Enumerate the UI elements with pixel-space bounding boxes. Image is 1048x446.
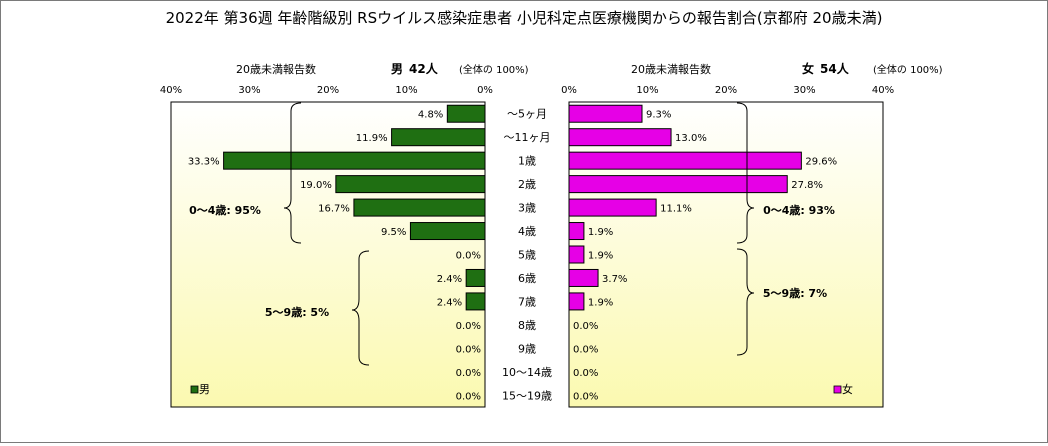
female-share: (全体の 100%) bbox=[873, 63, 943, 76]
male-bar bbox=[409, 222, 486, 241]
category-label: ～5ヶ月 bbox=[507, 108, 547, 121]
male-legend-swatch bbox=[190, 385, 199, 394]
male-5-9-summary: 5～9歳: 5% bbox=[265, 305, 329, 319]
male-0-4-summary: 0～4歳: 95% bbox=[189, 203, 261, 217]
female-bar bbox=[568, 128, 672, 147]
male-value-label: 9.5% bbox=[381, 227, 406, 238]
male-bar bbox=[465, 292, 486, 311]
female-plot-area bbox=[568, 101, 884, 408]
female-bar bbox=[568, 268, 599, 287]
category-label: ～11ヶ月 bbox=[504, 131, 551, 144]
category-label: 8歳 bbox=[518, 319, 536, 332]
male-bar bbox=[353, 198, 486, 217]
male-value-label: 0.0% bbox=[456, 344, 481, 355]
female-value-label: 0.0% bbox=[573, 368, 598, 379]
male-value-label: 16.7% bbox=[318, 204, 350, 215]
male-value-label: 0.0% bbox=[456, 391, 481, 402]
male-value-label: 2.4% bbox=[437, 297, 462, 308]
male-axis-tick-label: 10% bbox=[395, 85, 417, 96]
male-bar bbox=[465, 268, 486, 287]
male-bar bbox=[446, 104, 486, 123]
male-value-label: 19.0% bbox=[300, 180, 332, 191]
category-label: 2歳 bbox=[518, 178, 536, 191]
male-value-label: 11.9% bbox=[356, 133, 388, 144]
category-label: 10～14歳 bbox=[502, 366, 552, 379]
female-legend-swatch bbox=[833, 385, 842, 394]
male-bar bbox=[391, 128, 486, 147]
male-share: (全体の 100%) bbox=[459, 63, 529, 76]
female-5-9-bracket bbox=[736, 248, 755, 356]
male-value-label: 0.0% bbox=[456, 251, 481, 262]
male-legend-label: 男 bbox=[199, 383, 210, 396]
category-label: 4歳 bbox=[518, 225, 536, 238]
female-legend-label: 女 bbox=[842, 382, 853, 396]
female-0-4-summary: 0～4歳: 93% bbox=[763, 203, 835, 217]
female-axis-tick-label: 20% bbox=[715, 85, 737, 96]
male-axis-tick-label: 30% bbox=[238, 85, 260, 96]
right-axis-caption: 20歳未満報告数 bbox=[631, 63, 711, 76]
female-0-4-bracket bbox=[736, 102, 755, 244]
female-bar bbox=[568, 292, 585, 311]
category-label: 5歳 bbox=[518, 249, 536, 262]
male-value-label: 2.4% bbox=[437, 274, 462, 285]
female-bar bbox=[568, 198, 657, 217]
male-axis-tick-label: 0% bbox=[477, 85, 493, 96]
male-count: 42人 bbox=[409, 61, 439, 76]
male-plot-area bbox=[170, 101, 486, 408]
category-label: 1歳 bbox=[518, 155, 536, 168]
female-value-label: 11.1% bbox=[660, 204, 692, 215]
male-value-label: 0.0% bbox=[456, 321, 481, 332]
female-bar bbox=[568, 175, 788, 194]
male-value-label: 0.0% bbox=[456, 368, 481, 379]
category-label: 15～19歳 bbox=[502, 389, 552, 402]
female-bar bbox=[568, 151, 802, 170]
chart-title: 2022年 第36週 年齢階級別 RSウイルス感染症患者 小児科定点医療機関から… bbox=[166, 9, 883, 27]
category-label: 7歳 bbox=[518, 295, 536, 308]
female-label: 女 bbox=[802, 61, 814, 76]
female-bar bbox=[568, 104, 643, 123]
left-axis-caption: 20歳未満報告数 bbox=[236, 63, 316, 76]
female-bar bbox=[568, 222, 585, 241]
male-bar bbox=[335, 175, 486, 194]
female-value-label: 27.8% bbox=[791, 180, 823, 191]
category-label: 3歳 bbox=[518, 202, 536, 215]
female-value-label: 0.0% bbox=[573, 344, 598, 355]
male-value-label: 4.8% bbox=[418, 110, 443, 121]
category-label: 9歳 bbox=[518, 342, 536, 355]
female-axis-tick-label: 30% bbox=[793, 85, 815, 96]
male-axis-tick-label: 40% bbox=[160, 85, 182, 96]
male-value-label: 33.3% bbox=[188, 157, 220, 168]
male-label: 男 bbox=[391, 62, 403, 76]
male-0-4-bracket bbox=[283, 102, 302, 244]
female-axis-tick-label: 10% bbox=[636, 85, 658, 96]
male-bar bbox=[223, 151, 486, 170]
female-value-label: 1.9% bbox=[588, 297, 613, 308]
male-5-9-bracket bbox=[351, 250, 370, 366]
female-axis-tick-label: 0% bbox=[561, 85, 577, 96]
female-value-label: 1.9% bbox=[588, 227, 613, 238]
category-label: 6歳 bbox=[518, 272, 536, 285]
male-axis-tick-label: 20% bbox=[317, 85, 339, 96]
female-value-label: 13.0% bbox=[675, 133, 707, 144]
female-value-label: 0.0% bbox=[573, 321, 598, 332]
female-value-label: 3.7% bbox=[602, 274, 627, 285]
female-count: 54人 bbox=[820, 61, 850, 76]
female-bar bbox=[568, 245, 585, 264]
female-axis-tick-label: 40% bbox=[872, 85, 894, 96]
female-value-label: 9.3% bbox=[646, 110, 671, 121]
female-value-label: 29.6% bbox=[805, 157, 837, 168]
female-value-label: 1.9% bbox=[588, 251, 613, 262]
female-value-label: 0.0% bbox=[573, 391, 598, 402]
female-5-9-summary: 5～9歳: 7% bbox=[763, 286, 827, 300]
